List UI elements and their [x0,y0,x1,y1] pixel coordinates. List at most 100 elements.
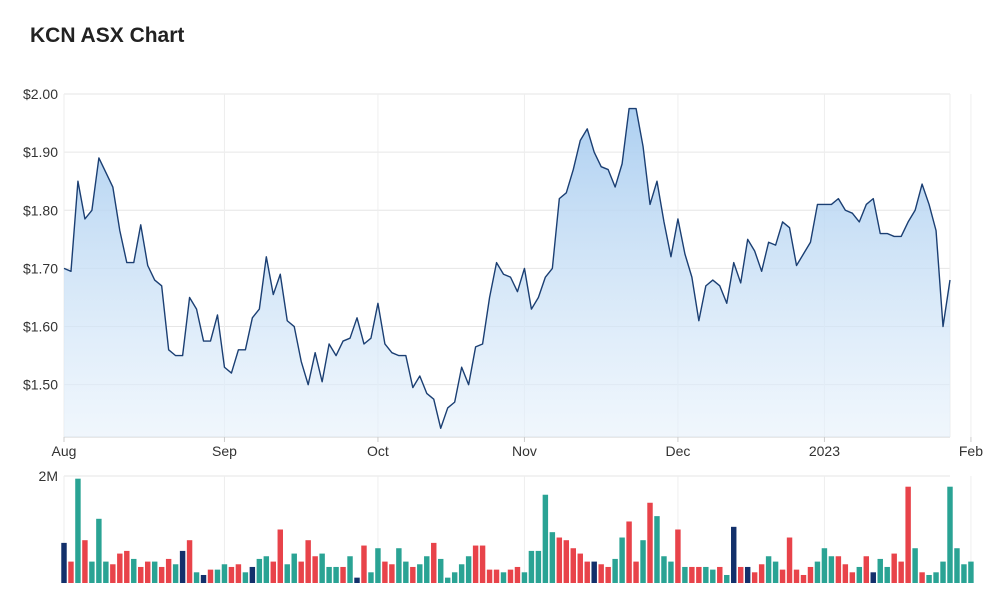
volume-bar [319,553,325,584]
volume-bar [968,561,974,583]
volume-bar [361,545,367,583]
volume-bar [458,564,465,583]
price-x-tick-label: Aug [52,443,77,459]
price-y-tick-label: $1.50 [23,377,58,393]
volume-bar [424,556,430,583]
volume-bar [731,526,737,584]
price-x-axis: Aug Sep Oct Nov Dec 2023 Feb [52,437,983,459]
volume-bar [145,561,151,583]
price-area-group [63,107,951,437]
volume-bar [158,566,165,583]
volume-bar [89,561,95,583]
volume-bar [472,545,479,583]
volume-bar [131,558,137,583]
volume-bar [312,556,318,583]
price-line [63,107,951,429]
price-y-tick-label: $1.70 [23,260,58,276]
volume-bar [96,518,102,583]
volume-bar [856,566,863,583]
volume-bar [675,529,681,583]
volume-bar [138,566,144,583]
volume-y-tick-label: 2M [39,468,58,484]
volume-bar [696,566,702,583]
volume-bar [514,566,521,583]
price-x-tick-label: Sep [212,443,237,459]
volume-bar [605,566,611,583]
volume-bar [117,553,123,584]
volume-bar [751,572,758,583]
volume-bar [431,542,437,584]
volume-bar [200,574,207,584]
volume-bar [256,558,263,583]
volume-bar [654,516,660,584]
volume-bar [933,572,939,583]
volume-bar [277,529,283,583]
price-y-tick-label: $1.90 [23,144,58,160]
volume-bar [626,521,632,583]
volume-bar [584,561,590,583]
volume-bar [877,558,883,583]
volume-bar [103,561,109,583]
volume-bar [793,569,800,584]
volume-bar [493,569,500,584]
volume-bar [340,566,346,583]
volume-bar [549,532,556,583]
volume-bar [703,566,709,583]
volume-bar [619,537,625,583]
volume-bar [744,566,751,583]
volume-bars [61,478,974,584]
volume-bar [724,574,730,584]
volume-bar [821,548,828,583]
volume-bar [661,556,667,583]
volume-bar [898,561,904,583]
volume-bar [165,558,172,583]
volume-bar [333,566,339,583]
volume-bar [842,564,849,583]
volume-bar [75,478,81,584]
volume-bar [689,566,695,583]
volume-bar [633,561,639,583]
volume-bar [737,566,744,583]
volume-bar [479,545,486,583]
price-y-axis: $1.50 $1.60 $1.70 $1.80 $1.90 $2.00 [23,86,58,393]
volume-bar [891,553,897,584]
volume-bar [786,537,793,583]
volume-bar [403,561,409,583]
volume-bar [717,566,723,583]
volume-bar [444,577,451,583]
volume-bar [863,556,869,583]
volume-bar [438,558,444,583]
volume-bar [919,572,925,583]
volume-bar [765,556,772,583]
volume-bar [228,566,235,583]
volume-bar [68,561,74,583]
price-x-tick-label: Oct [367,443,389,459]
volume-bar [591,561,597,583]
volume-bar [535,550,542,583]
volume-bar [668,561,674,583]
volume-bar [298,561,304,583]
volume-bar [912,548,918,583]
volume-bar [710,569,716,584]
volume-bar [375,548,381,583]
volume-bar [417,564,423,583]
volume-bar [905,486,911,583]
chart-title: KCN ASX Chart [30,24,185,47]
volume-bar [465,556,472,583]
volume-bar [758,564,765,583]
volume-bar [179,550,186,583]
volume-bar [186,540,193,583]
volume-bar [396,548,402,583]
volume-bar [110,564,116,583]
volume-bar [926,574,932,584]
volume-bar [221,564,228,583]
volume-bar [542,494,549,583]
volume-bar [284,564,290,583]
volume-bar [451,572,458,583]
volume-bar [556,537,563,583]
volume-bar [410,566,416,583]
volume-bar [598,564,604,583]
volume-bar [570,548,576,583]
volume-bar [347,556,353,583]
